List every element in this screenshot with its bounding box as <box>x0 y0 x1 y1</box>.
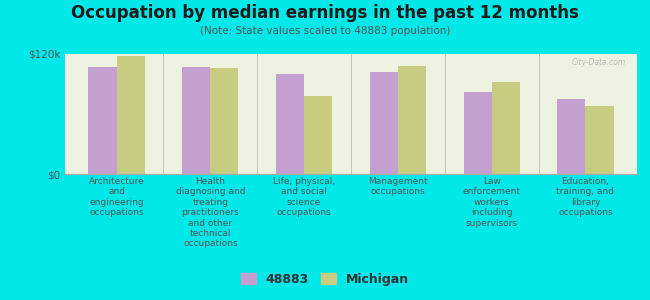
Bar <box>491 82 520 174</box>
Text: Occupation by median earnings in the past 12 months: Occupation by median earnings in the pas… <box>71 4 579 22</box>
Bar <box>88 67 116 174</box>
Bar <box>211 68 239 174</box>
Bar <box>276 74 304 174</box>
Bar <box>304 96 332 174</box>
Legend: 48883, Michigan: 48883, Michigan <box>235 268 415 291</box>
Text: Health
diagnosing and
treating
practitioners
and other
technical
occupations: Health diagnosing and treating practitio… <box>176 177 245 248</box>
Text: City-Data.com: City-Data.com <box>571 58 625 67</box>
Text: Education,
training, and
library
occupations: Education, training, and library occupat… <box>556 177 614 217</box>
Text: Law
enforcement
workers
including
supervisors: Law enforcement workers including superv… <box>463 177 521 228</box>
Text: Architecture
and
engineering
occupations: Architecture and engineering occupations <box>88 177 144 217</box>
Bar <box>398 66 426 174</box>
Bar <box>557 99 586 174</box>
Text: Management
occupations: Management occupations <box>368 177 428 197</box>
Bar <box>370 72 398 174</box>
Bar <box>586 106 614 174</box>
Text: (Note: State values scaled to 48883 population): (Note: State values scaled to 48883 popu… <box>200 26 450 35</box>
Bar <box>182 67 211 174</box>
Bar <box>463 92 491 174</box>
Bar <box>116 56 145 174</box>
Text: Life, physical,
and social
science
occupations: Life, physical, and social science occup… <box>273 177 335 217</box>
